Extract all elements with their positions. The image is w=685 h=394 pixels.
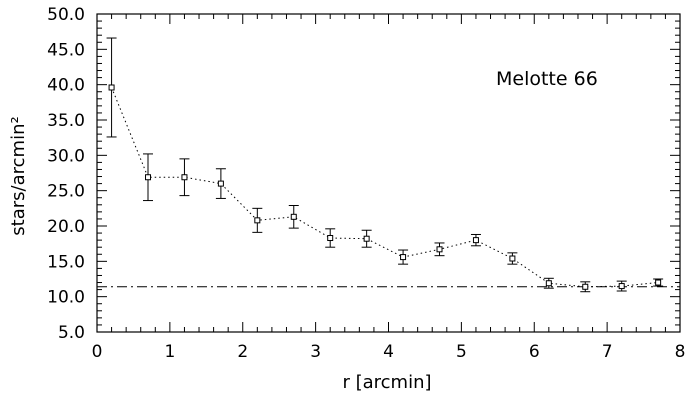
y-tick-label: 30.0 bbox=[47, 146, 85, 166]
point-marker bbox=[656, 280, 661, 285]
y-tick-label: 50.0 bbox=[47, 5, 85, 25]
y-tick-label: 35.0 bbox=[47, 111, 85, 131]
y-tick-label: 40.0 bbox=[47, 76, 85, 96]
point-marker bbox=[437, 247, 442, 252]
x-tick-label: 0 bbox=[92, 342, 103, 362]
y-tick-label: 5.0 bbox=[58, 323, 85, 343]
x-tick-label: 8 bbox=[675, 342, 685, 362]
y-tick-label: 20.0 bbox=[47, 217, 85, 237]
point-marker bbox=[218, 181, 223, 186]
data-point bbox=[179, 159, 189, 196]
data-point bbox=[325, 229, 335, 247]
point-marker bbox=[583, 284, 588, 289]
point-marker bbox=[182, 175, 187, 180]
point-marker bbox=[109, 85, 114, 90]
y-axis-label: stars/arcmin² bbox=[8, 116, 29, 235]
point-marker bbox=[291, 214, 296, 219]
x-tick-label: 1 bbox=[164, 342, 175, 362]
data-point bbox=[471, 234, 481, 245]
x-axis-label: r [arcmin] bbox=[342, 372, 431, 393]
connecting-line-group bbox=[112, 88, 659, 287]
data-point bbox=[398, 250, 408, 264]
point-marker bbox=[473, 238, 478, 243]
point-marker bbox=[328, 236, 333, 241]
y-tick-label: 10.0 bbox=[47, 288, 85, 308]
x-tick-label: 2 bbox=[237, 342, 248, 362]
data-point bbox=[507, 253, 517, 264]
point-marker bbox=[401, 255, 406, 260]
data-point bbox=[289, 206, 299, 229]
point-marker bbox=[364, 236, 369, 241]
x-tick-label: 6 bbox=[529, 342, 540, 362]
axes: 0 1 2 3 4 5 6 7 8 5.0 10.0 15.0 20.0 25.0 30.0 35.0 40.0… bbox=[47, 5, 685, 362]
y-tick-label: 45.0 bbox=[47, 40, 85, 60]
x-tick-label: 4 bbox=[383, 342, 394, 362]
x-tick-label: 3 bbox=[310, 342, 321, 362]
point-marker bbox=[255, 218, 260, 223]
data-point bbox=[107, 38, 117, 137]
profile-line bbox=[112, 88, 659, 287]
x-tick-label: 5 bbox=[456, 342, 467, 362]
point-marker bbox=[619, 284, 624, 289]
data-point bbox=[435, 243, 445, 256]
x-tick-label: 7 bbox=[602, 342, 613, 362]
data-point bbox=[617, 281, 627, 291]
point-marker bbox=[546, 281, 551, 286]
data-point bbox=[216, 169, 226, 199]
point-marker bbox=[510, 256, 515, 261]
y-tick-label: 15.0 bbox=[47, 252, 85, 272]
point-marker bbox=[146, 175, 151, 180]
chart-annotation: Melotte 66 bbox=[496, 68, 598, 90]
y-tick-label: 25.0 bbox=[47, 182, 85, 202]
